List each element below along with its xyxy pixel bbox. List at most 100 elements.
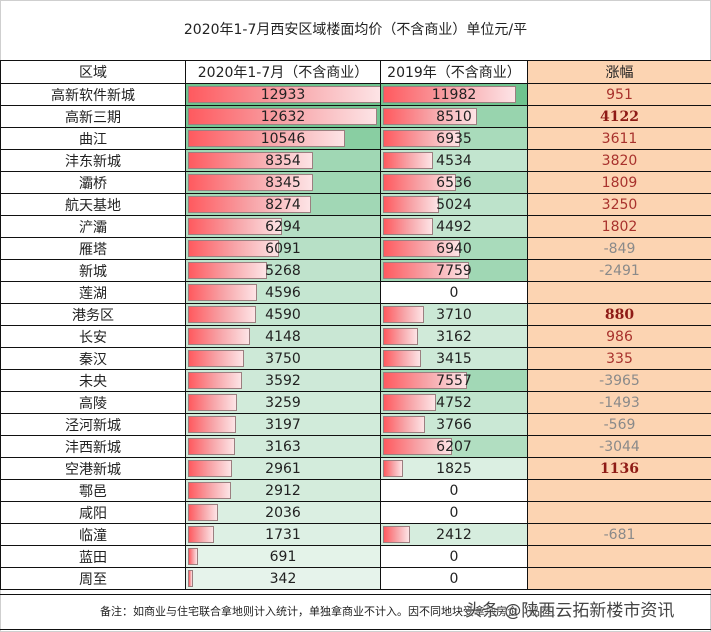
- region-cell: 灞桥: [0, 171, 186, 194]
- region-cell: 高陵: [0, 391, 186, 414]
- data-bar: [383, 262, 469, 279]
- price-2020-cell: 3163: [185, 435, 381, 458]
- price-2020-cell: 8345: [185, 171, 381, 194]
- change-cell: 4122: [527, 105, 711, 128]
- price-2019-cell: 6935: [380, 127, 528, 150]
- table-row: 空港新城 2961 1825 1136: [0, 457, 711, 480]
- table-row: 鄠邑 2912 0: [0, 479, 711, 502]
- data-bar: [188, 86, 380, 103]
- data-bar: [188, 152, 313, 169]
- data-bar: [383, 438, 452, 455]
- header-region: 区域: [0, 60, 186, 84]
- region-cell: 周至: [0, 567, 186, 590]
- change-cell: 951: [527, 83, 711, 106]
- change-cell: 1802: [527, 215, 711, 238]
- data-bar: [188, 570, 193, 587]
- change-cell: -681: [527, 523, 711, 546]
- data-bar: [188, 416, 236, 433]
- region-cell: 沣西新城: [0, 435, 186, 458]
- change-cell: 3611: [527, 127, 711, 150]
- value-text: 6294: [265, 218, 301, 235]
- data-bar: [188, 482, 231, 499]
- data-bar: [383, 526, 410, 543]
- region-cell: 雁塔: [0, 237, 186, 260]
- table-row: 曲江 10546 6935 3611: [0, 127, 711, 150]
- table-row: 港务区 4590 3710 880: [0, 303, 711, 326]
- data-bar: [383, 416, 425, 433]
- region-cell: 蓝田: [0, 545, 186, 568]
- region-cell: 鄠邑: [0, 479, 186, 502]
- price-2019-cell: 11982: [380, 83, 528, 106]
- region-cell: 咸阳: [0, 501, 186, 524]
- price-2019-cell: 3415: [380, 347, 528, 370]
- data-bar: [383, 372, 467, 389]
- price-2020-cell: 5268: [185, 259, 381, 282]
- change-cell: 986: [527, 325, 711, 348]
- price-2019-cell: 5024: [380, 193, 528, 216]
- change-cell: [527, 501, 711, 524]
- data-bar: [188, 306, 256, 323]
- data-bar: [188, 284, 257, 301]
- data-bar: [188, 548, 198, 565]
- price-2020-cell: 3259: [185, 391, 381, 414]
- data-bar: [383, 240, 460, 257]
- table-row: 高新三期 12632 8510 4122: [0, 105, 711, 128]
- price-2020-cell: 6091: [185, 237, 381, 260]
- value-text: 8274: [265, 196, 301, 213]
- data-bar: [188, 196, 311, 213]
- price-2020-cell: 12632: [185, 105, 381, 128]
- change-cell: -2491: [527, 259, 711, 282]
- data-bar: [188, 504, 218, 521]
- price-2019-cell: 0: [380, 501, 528, 524]
- data-bar: [383, 218, 433, 235]
- value-text: 0: [449, 570, 459, 587]
- region-cell: 临潼: [0, 523, 186, 546]
- price-2020-cell: 2961: [185, 457, 381, 480]
- value-text: 3766: [436, 416, 472, 433]
- value-text: 2961: [265, 460, 301, 477]
- data-bar: [188, 130, 345, 147]
- price-2020-cell: 10546: [185, 127, 381, 150]
- price-2020-cell: 2036: [185, 501, 381, 524]
- value-text: 4590: [265, 306, 301, 323]
- price-2020-cell: 8274: [185, 193, 381, 216]
- data-bar: [188, 240, 279, 257]
- price-2020-cell: 12933: [185, 83, 381, 106]
- value-text: 6935: [436, 130, 472, 147]
- price-2020-cell: 3197: [185, 413, 381, 436]
- region-cell: 未央: [0, 369, 186, 392]
- price-2020-cell: 342: [185, 567, 381, 590]
- region-cell: 秦汉: [0, 347, 186, 370]
- table-row: 高新软件新城 12933 11982 951: [0, 83, 711, 106]
- value-text: 7557: [436, 372, 472, 389]
- price-2020-cell: 4596: [185, 281, 381, 304]
- price-2019-cell: 0: [380, 479, 528, 502]
- table-body: 高新软件新城 12933 11982 951 高新三期 12632 8510 4122 曲江 10…: [0, 83, 711, 590]
- data-bar: [188, 262, 267, 279]
- data-bar: [383, 328, 418, 345]
- price-2019-cell: 7759: [380, 259, 528, 282]
- value-text: 0: [449, 482, 459, 499]
- value-text: 6536: [436, 174, 472, 191]
- table-row: 秦汉 3750 3415 335: [0, 347, 711, 370]
- change-cell: 3820: [527, 149, 711, 172]
- price-2020-cell: 8354: [185, 149, 381, 172]
- price-2019-cell: 4534: [380, 149, 528, 172]
- change-cell: 880: [527, 303, 711, 326]
- price-2019-cell: 0: [380, 545, 528, 568]
- table-row: 灞桥 8345 6536 1809: [0, 171, 711, 194]
- value-text: 2036: [265, 504, 301, 521]
- data-bar: [383, 196, 439, 213]
- price-2020-cell: 3750: [185, 347, 381, 370]
- value-text: 1825: [436, 460, 472, 477]
- value-text: 3415: [436, 350, 472, 367]
- change-cell: -3044: [527, 435, 711, 458]
- table-row: 莲湖 4596 0: [0, 281, 711, 304]
- header-2020: 2020年1-7月（不含商业）: [185, 60, 381, 84]
- table-row: 蓝田 691 0: [0, 545, 711, 568]
- data-bar: [383, 350, 421, 367]
- value-text: 2412: [436, 526, 472, 543]
- change-cell: -849: [527, 237, 711, 260]
- header-row: 区域 2020年1-7月（不含商业） 2019年（不含商业） 涨幅: [0, 60, 711, 84]
- value-text: 5268: [265, 262, 301, 279]
